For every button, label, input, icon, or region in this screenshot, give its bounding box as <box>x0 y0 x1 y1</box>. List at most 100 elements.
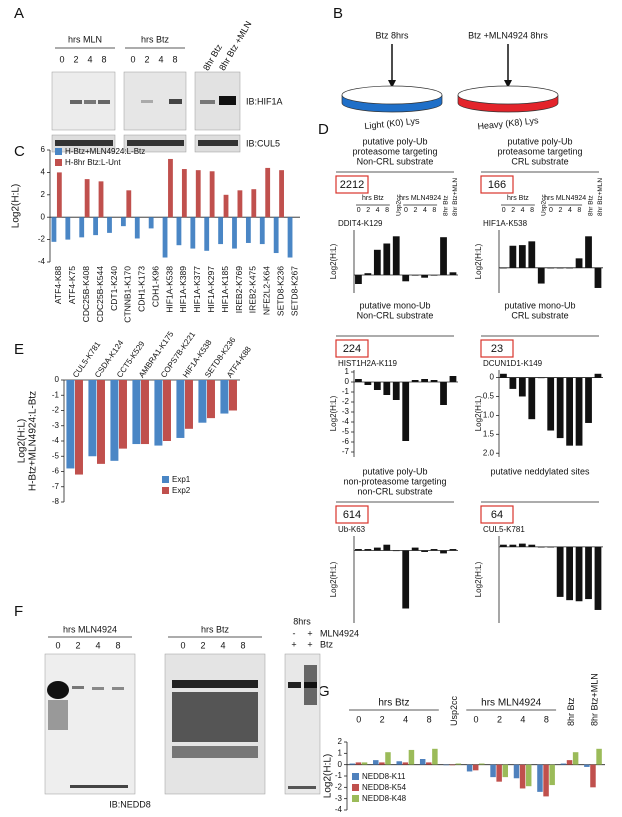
y-tick-label: 6 <box>41 145 46 154</box>
bar <box>392 550 400 552</box>
legend-swatch <box>352 773 359 780</box>
bar <box>97 380 105 464</box>
bar <box>472 764 479 771</box>
bar <box>392 382 400 400</box>
bar <box>519 764 526 789</box>
bar <box>518 543 526 547</box>
bar <box>594 373 602 378</box>
y-axis-label: Log2(H:L) <box>17 419 28 463</box>
bar <box>223 194 229 218</box>
legend-label: Exp1 <box>172 475 191 484</box>
bar <box>385 752 391 765</box>
x-tick-label: ATF4-K88 <box>53 266 63 304</box>
x-tick-label: 8 <box>427 714 432 724</box>
x-tick-label: 0 <box>473 714 478 724</box>
panel-label: B <box>333 5 343 22</box>
y-tick-label: -6 <box>342 437 350 446</box>
legend-swatch <box>352 784 359 791</box>
y-tick-label: 1 <box>338 748 343 757</box>
x-tick-label: HIF1A-K377 <box>192 266 202 313</box>
bar <box>195 170 201 218</box>
x-tick-label: 8hr Btz <box>588 195 595 216</box>
x-tick-label: CDC25B-K408 <box>81 266 91 322</box>
bar <box>575 546 583 602</box>
bar <box>443 764 449 766</box>
dish-label: Light (K0) Lys <box>364 115 420 131</box>
bar <box>396 761 402 765</box>
bar <box>430 275 438 276</box>
x-tick-label: 8 <box>544 714 549 724</box>
bar <box>594 267 602 288</box>
legend-label: NEDD8-K48 <box>362 794 407 803</box>
band <box>72 686 84 689</box>
y-tick-label: -2 <box>38 235 46 244</box>
bar <box>421 550 428 552</box>
bar <box>518 245 526 268</box>
bar <box>265 167 271 218</box>
bar <box>79 217 85 238</box>
site-label: HIST1H2A-K119 <box>338 359 398 368</box>
smear <box>48 700 68 730</box>
x-tick-label: 8hr Btz+MLN <box>597 178 604 216</box>
band <box>70 100 82 104</box>
sign: - <box>293 628 296 638</box>
sign: + <box>291 639 296 649</box>
x-tick-label: HIF1A-K389 <box>178 266 188 313</box>
bar <box>176 217 182 246</box>
chart-title: proteasome targeting <box>352 146 437 156</box>
bar <box>134 217 140 239</box>
band <box>288 682 301 688</box>
chart-title: putative poly-Ub <box>362 466 427 476</box>
bar <box>364 382 372 385</box>
bar <box>560 763 567 765</box>
bar <box>500 267 507 269</box>
bar <box>110 380 119 461</box>
x-tick-label: 4 <box>520 714 525 724</box>
y-tick-label: -4 <box>38 257 46 266</box>
bar <box>176 380 185 438</box>
bar <box>364 273 372 275</box>
bar <box>373 760 379 765</box>
bar <box>590 764 596 788</box>
bar <box>119 380 127 449</box>
bar <box>430 380 438 382</box>
band <box>198 140 238 146</box>
x-tick-label: IREB2-K475 <box>248 266 258 314</box>
y-axis-label: Log2(H:L) <box>474 561 483 597</box>
y-axis-label: Log2(H:L) <box>329 561 338 597</box>
x-tick-label: 2 <box>559 207 563 214</box>
bar <box>549 764 555 786</box>
group-label: hrs Btz <box>507 195 529 202</box>
x-tick-label: 2 <box>366 207 370 214</box>
x-tick-label: 8 <box>530 207 534 214</box>
x-tick-label: 2 <box>511 207 515 214</box>
y-axis-label: Log2(H:L) <box>474 243 483 279</box>
bar <box>594 546 602 610</box>
bar <box>575 377 583 446</box>
bar <box>373 382 381 390</box>
count: 166 <box>488 179 506 191</box>
panel-label: E <box>14 341 24 358</box>
bar <box>575 258 583 268</box>
y-tick-label: -3 <box>52 421 60 430</box>
chart-title: Non-CRL substrate <box>357 156 434 166</box>
count: 64 <box>491 509 503 521</box>
chart-title: putative mono-Ub <box>504 300 575 310</box>
y-tick-label: 2.0 <box>483 448 495 457</box>
bar <box>411 547 419 551</box>
y-tick-label: 0 <box>41 212 46 221</box>
panel-label: A <box>14 5 24 22</box>
legend-label: H-8hr Btz:L-Unt <box>65 158 121 167</box>
legend-swatch <box>162 476 169 483</box>
bar <box>402 762 409 765</box>
bar <box>120 217 126 227</box>
bar <box>209 171 215 218</box>
x-tick-label: 2 <box>414 207 418 214</box>
bar <box>440 382 447 405</box>
chart-title: Non-CRL substrate <box>357 310 434 320</box>
y-tick-label: 1.0 <box>483 411 495 420</box>
bar <box>596 748 602 765</box>
bar <box>379 762 385 765</box>
site-label: CUL5-K781 <box>483 525 525 534</box>
bar <box>449 376 457 382</box>
